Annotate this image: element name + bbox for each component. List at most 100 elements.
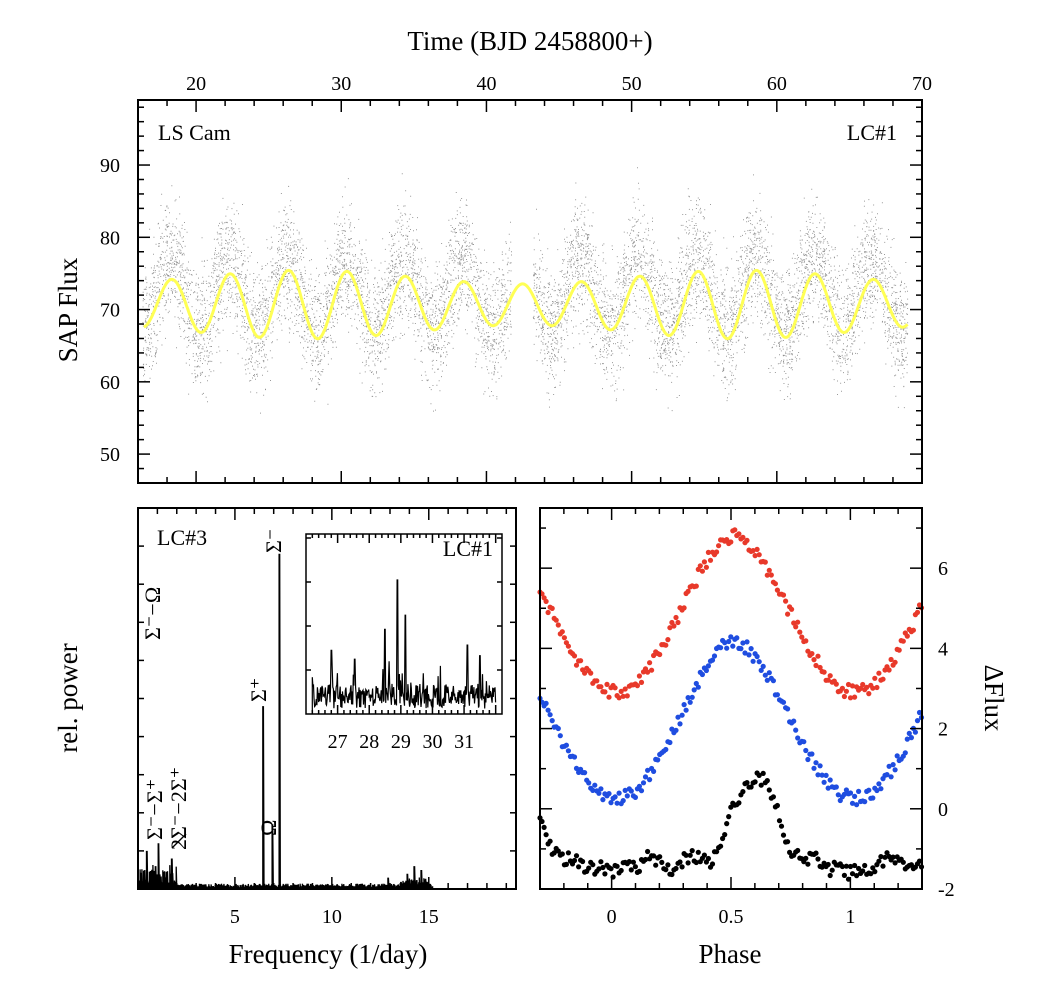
inset-tick-label: 27 <box>328 731 348 753</box>
phase-point-series-3 <box>843 863 850 869</box>
phase-point-series-3 <box>598 859 604 865</box>
phase-point-series-1 <box>870 685 876 691</box>
inset-tick-label: 28 <box>359 731 379 753</box>
y-tick-label: 60 <box>100 372 120 394</box>
phase-point-series-1 <box>795 619 801 625</box>
phase-point-series-3 <box>854 873 860 879</box>
phase-point-series-1 <box>762 559 768 565</box>
phase-point-series-2 <box>740 640 746 646</box>
phase-tick-label: 1 <box>845 906 855 928</box>
phase-point-series-2 <box>878 786 884 792</box>
phase-point-series-1 <box>582 670 588 676</box>
phase-point-series-1 <box>752 553 758 559</box>
phase-point-series-2 <box>628 788 634 794</box>
phase-point-series-2 <box>902 750 908 756</box>
phase-point-series-1 <box>833 681 839 687</box>
top-lc-label: LC#1 <box>847 120 897 145</box>
phase-point-series-2 <box>754 653 760 660</box>
phase-panel: Phase ΔFlux 0 0.5 1 -2 0 2 4 6 <box>537 507 1009 969</box>
phase-point-series-1 <box>756 552 762 558</box>
phase-point-series-2 <box>557 733 563 739</box>
sinusoid-fit-curve <box>143 268 909 341</box>
phase-point-series-3 <box>829 867 835 873</box>
phase-point-series-2 <box>565 748 572 754</box>
phase-point-series-3 <box>685 860 691 866</box>
inset-power-spectrum <box>311 579 497 713</box>
inset-background <box>306 534 502 714</box>
phase-point-series-2 <box>596 790 602 796</box>
phase-point-series-3 <box>618 867 624 874</box>
phase-point-series-2 <box>785 706 791 712</box>
phase-point-series-1 <box>636 673 643 679</box>
phase-point-series-2 <box>647 777 653 783</box>
phase-point-series-3 <box>718 843 724 849</box>
dflux-tick-label: 2 <box>938 719 948 741</box>
phase-point-series-3 <box>847 863 854 870</box>
phase-point-series-3 <box>659 859 665 866</box>
phase-point-series-1 <box>858 685 864 692</box>
phase-point-series-3 <box>665 862 671 868</box>
phase-point-series-1 <box>724 537 730 543</box>
phase-point-series-1 <box>809 651 815 657</box>
phase-point-series-1 <box>914 609 921 616</box>
phase-point-series-3 <box>563 861 570 868</box>
phase-point-series-3 <box>752 779 758 785</box>
phase-point-series-1 <box>736 531 742 537</box>
phase-point-series-3 <box>573 853 580 859</box>
phase-point-series-1 <box>896 647 902 653</box>
phase-point-series-2 <box>892 767 898 773</box>
x-tick-label: 70 <box>912 73 932 95</box>
phase-point-series-2 <box>744 639 750 645</box>
dflux-tick-label: 0 <box>938 799 948 821</box>
phase-point-series-1 <box>606 694 612 700</box>
phase-point-series-2 <box>608 800 614 806</box>
phase-point-series-2 <box>825 785 831 791</box>
phase-point-series-3 <box>720 835 726 842</box>
phase-point-series-2 <box>685 695 691 701</box>
phase-point-series-3 <box>551 850 557 856</box>
phase-point-series-2 <box>916 709 923 716</box>
beat-label-pointer <box>171 833 187 849</box>
phase-axis-label: Phase <box>699 939 762 969</box>
phase-point-series-2 <box>849 800 856 806</box>
phase-point-series-3 <box>555 848 561 854</box>
phase-point-series-1 <box>825 677 831 683</box>
phase-point-series-1 <box>663 642 669 648</box>
phase-point-series-1 <box>703 564 710 570</box>
inset-tick-label: 29 <box>391 731 411 753</box>
phase-point-series-3 <box>600 864 606 871</box>
phase-point-series-1 <box>783 598 789 604</box>
phase-point-series-2 <box>728 634 734 640</box>
phase-point-series-2 <box>764 677 770 683</box>
phase-point-series-3 <box>758 782 764 788</box>
phase-point-series-2 <box>598 786 604 792</box>
phase-point-series-1 <box>647 660 653 666</box>
inset-tick-label: 31 <box>454 731 474 753</box>
phase-point-series-3 <box>576 864 582 870</box>
phase-point-series-2 <box>592 782 598 788</box>
flux-points <box>142 167 909 414</box>
phase-point-series-3 <box>728 804 734 810</box>
phase-point-series-3 <box>849 871 856 877</box>
phase-point-series-3 <box>543 832 549 838</box>
dflux-tick-label: 6 <box>938 558 948 580</box>
phase-point-series-3 <box>724 821 730 827</box>
phase-point-series-3 <box>890 854 896 860</box>
phase-point-series-1 <box>892 659 898 665</box>
phase-point-series-2 <box>586 780 592 786</box>
dflux-tick-label: -2 <box>938 879 955 901</box>
phase-point-series-3 <box>677 859 683 865</box>
phase-point-series-1 <box>707 557 714 563</box>
phase-point-series-3 <box>852 862 858 869</box>
phase-point-series-2 <box>906 730 912 737</box>
phase-point-series-1 <box>578 658 584 664</box>
phase-point-series-1 <box>817 664 823 671</box>
phase-point-series-2 <box>890 762 896 768</box>
phase-point-series-2 <box>874 787 880 794</box>
phase-point-series-2 <box>718 645 724 651</box>
freq-tick-label: 10 <box>322 906 342 928</box>
phase-point-series-1 <box>886 667 892 673</box>
phase-point-series-1 <box>571 653 578 659</box>
phase-point-series-3 <box>778 823 785 829</box>
phase-point-series-3 <box>559 851 565 857</box>
